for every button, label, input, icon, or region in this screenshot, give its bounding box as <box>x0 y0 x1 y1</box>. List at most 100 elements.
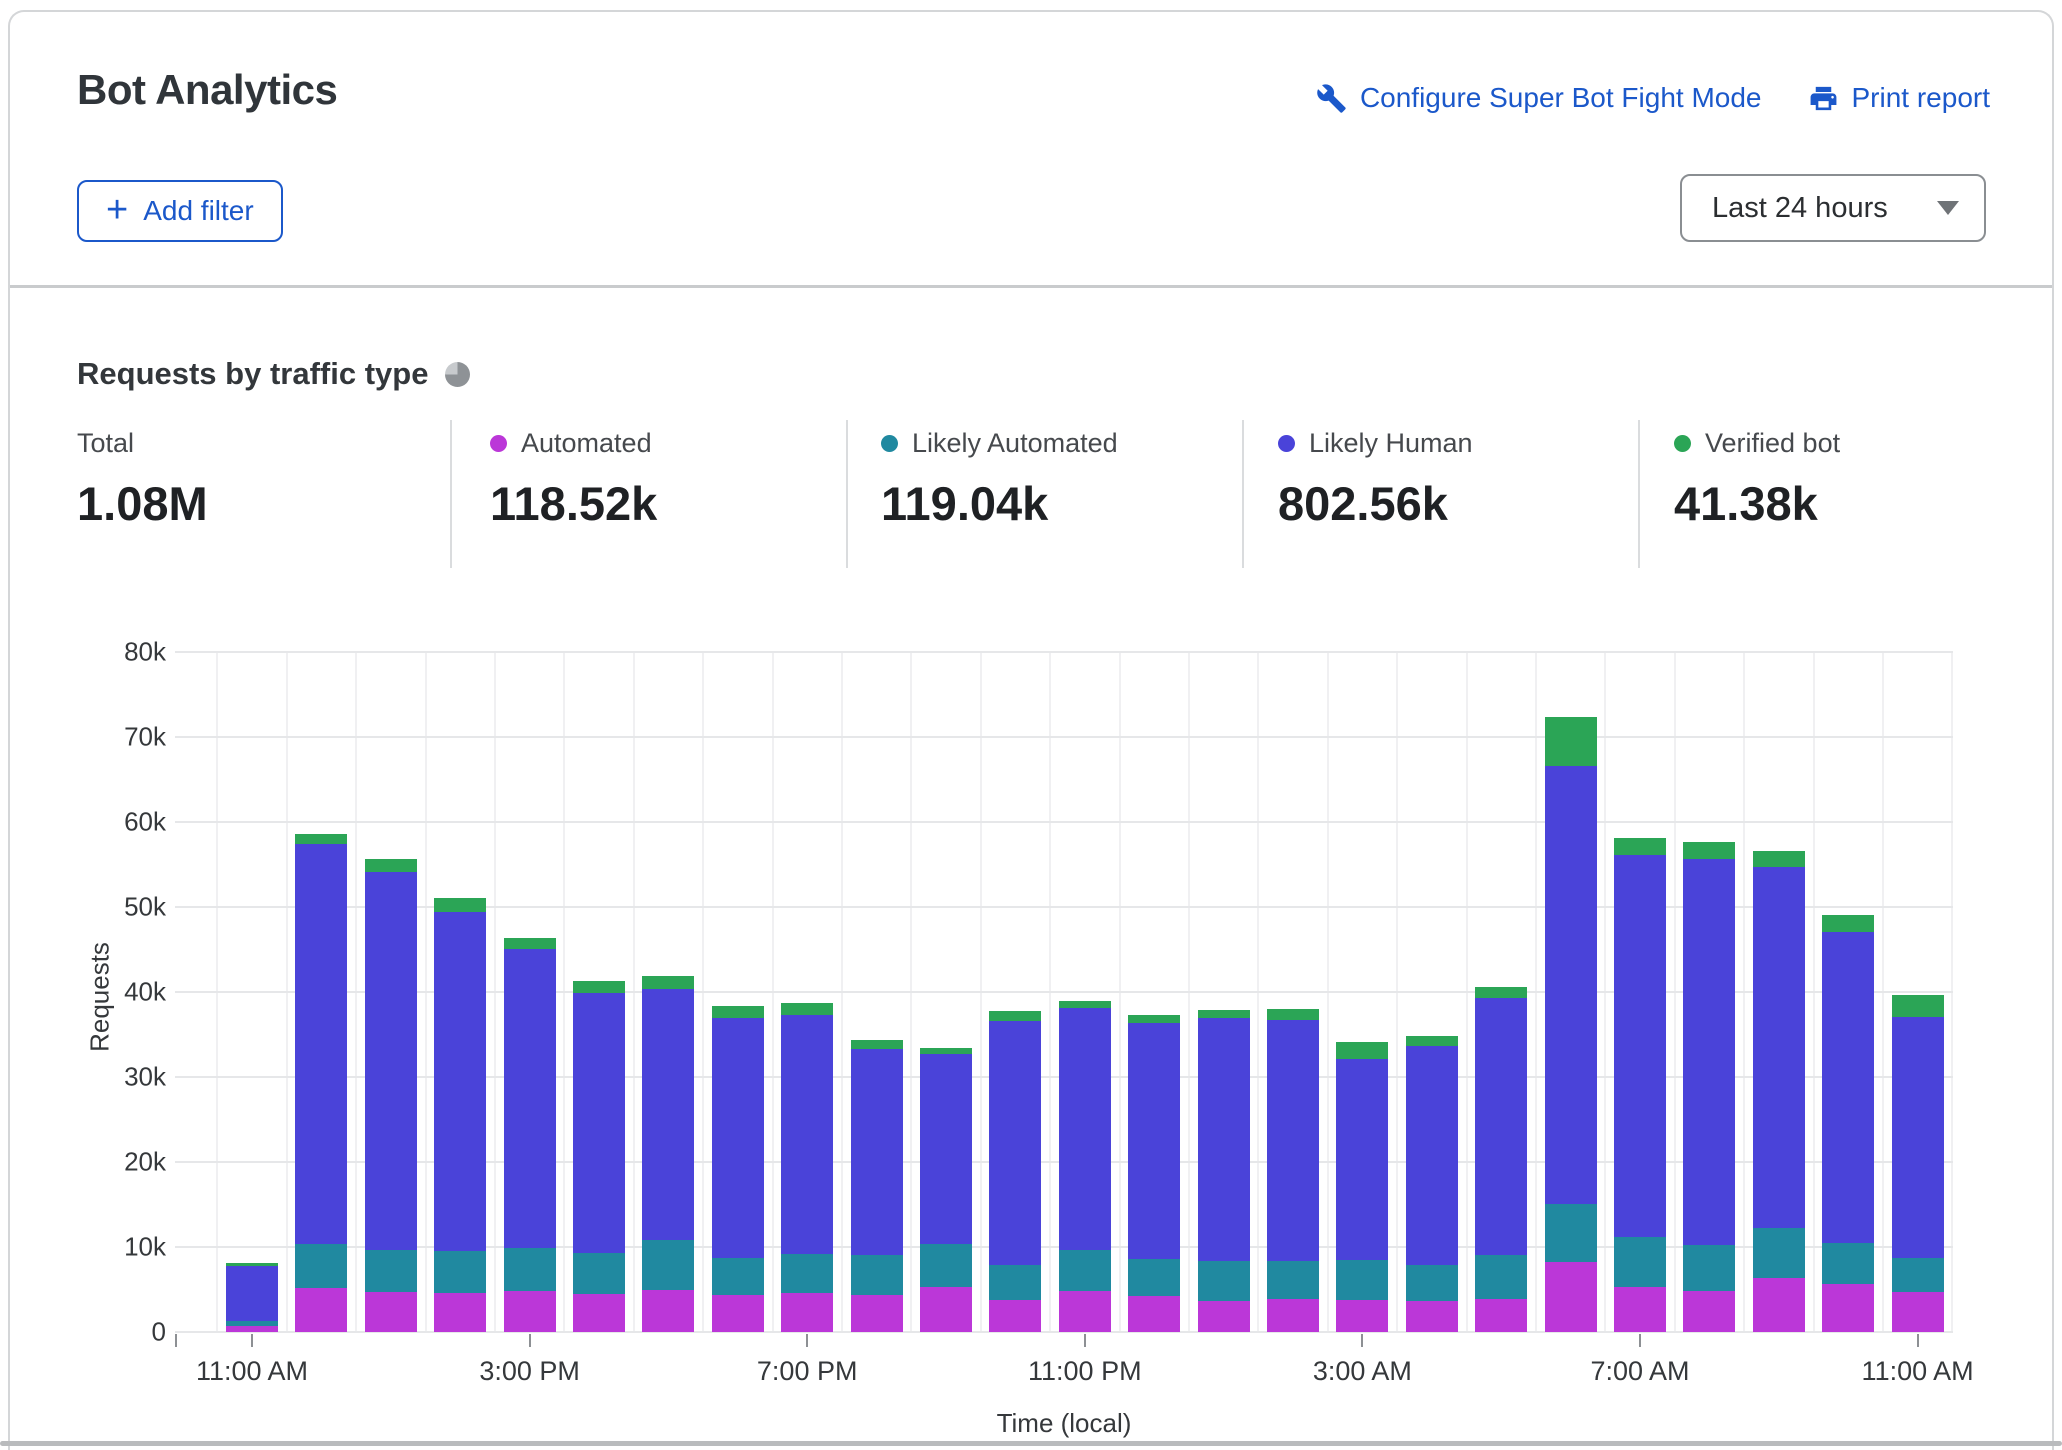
bar-segment-likely-human <box>573 993 625 1253</box>
add-filter-button[interactable]: + Add filter <box>77 180 283 242</box>
bar-segment-verified-bot <box>365 859 417 873</box>
bar-segment-verified-bot <box>295 834 347 844</box>
stat-value: 802.56k <box>1278 476 1473 531</box>
header-actions: Configure Super Bot Fight Mode Print rep… <box>1316 82 1990 114</box>
bar-segment-verified-bot <box>712 1006 764 1019</box>
bar-segment-verified-bot <box>851 1040 903 1049</box>
configure-super-bot-fight-mode-link[interactable]: Configure Super Bot Fight Mode <box>1316 82 1762 114</box>
y-tick-label: 60k <box>60 807 166 838</box>
bar-segment-likely-automated <box>504 1248 556 1291</box>
bar-segment-likely-automated <box>1059 1250 1111 1291</box>
bar-segment-likely-human <box>1198 1018 1250 1260</box>
print-report-link[interactable]: Print report <box>1808 82 1991 114</box>
bar-segment-likely-human <box>1683 859 1735 1245</box>
add-filter-label: Add filter <box>143 195 254 227</box>
bar-segment-verified-bot <box>781 1003 833 1015</box>
stat-value: 1.08M <box>77 476 208 531</box>
page-title: Bot Analytics <box>77 66 337 114</box>
bar-segment-likely-human <box>434 912 486 1251</box>
traffic-type-stats: Total 1.08M Automated 118.52k Likely Aut… <box>10 412 2052 577</box>
bar-segment-likely-automated <box>1545 1204 1597 1263</box>
bar-segment-likely-automated <box>781 1254 833 1293</box>
x-tick <box>1084 1334 1086 1347</box>
bar-segment-verified-bot <box>1475 987 1527 998</box>
bar-segment-automated <box>1198 1301 1250 1332</box>
bar-segment-verified-bot <box>1892 995 1944 1016</box>
stat-value: 41.38k <box>1674 476 1840 531</box>
bar-segment-automated <box>851 1295 903 1332</box>
wrench-icon <box>1316 83 1347 114</box>
time-range-value: Last 24 hours <box>1712 192 1888 225</box>
bar-segment-verified-bot <box>504 938 556 949</box>
print-report-label: Print report <box>1852 82 1991 114</box>
bar-segment-verified-bot <box>1822 915 1874 932</box>
bar-segment-likely-automated <box>989 1265 1041 1300</box>
y-tick-label: 30k <box>60 1062 166 1093</box>
bar-segment-verified-bot <box>434 898 486 912</box>
requests-bar-chart: Requests Time (local) 010k20k30k40k50k60… <box>175 652 1953 1332</box>
stat-likely-automated: Likely Automated 119.04k <box>881 426 1118 531</box>
bar-segment-automated <box>573 1294 625 1332</box>
bar-segment-likely-human <box>712 1018 764 1258</box>
y-tick-label: 0 <box>60 1317 166 1348</box>
bar-segment-likely-automated <box>1406 1265 1458 1301</box>
bar-segment-verified-bot <box>1683 842 1735 859</box>
bar-segment-automated <box>504 1291 556 1332</box>
bar-segment-automated <box>1475 1299 1527 1332</box>
x-tick <box>1917 1334 1919 1347</box>
stat-likely-human: Likely Human 802.56k <box>1278 426 1473 531</box>
bar-segment-likely-human <box>1336 1059 1388 1260</box>
bar-segment-likely-automated <box>1475 1255 1527 1299</box>
bar-segment-verified-bot <box>573 981 625 993</box>
bar-segment-likely-automated <box>573 1253 625 1294</box>
bar-segment-likely-automated <box>434 1251 486 1293</box>
bar-segment-likely-automated <box>1267 1261 1319 1299</box>
bar-segment-automated <box>920 1287 972 1332</box>
bar-segment-automated <box>434 1293 486 1332</box>
bar-segment-automated <box>712 1295 764 1332</box>
bar-segment-automated <box>1128 1296 1180 1332</box>
bar-segment-likely-human <box>365 872 417 1249</box>
time-range-select[interactable]: Last 24 hours <box>1680 174 1986 242</box>
bar-segment-automated <box>1683 1291 1735 1332</box>
bar-segment-likely-automated <box>365 1250 417 1293</box>
bar-segment-verified-bot <box>226 1263 278 1266</box>
bar-segment-likely-human <box>1753 867 1805 1228</box>
bar-segment-likely-human <box>1545 766 1597 1204</box>
bar-segment-automated <box>295 1288 347 1332</box>
bar-segment-likely-automated <box>1336 1260 1388 1300</box>
bar-segment-automated <box>781 1293 833 1332</box>
stat-value: 119.04k <box>881 476 1118 531</box>
configure-link-label: Configure Super Bot Fight Mode <box>1360 82 1762 114</box>
bar-segment-likely-human <box>295 844 347 1244</box>
bar-segment-verified-bot <box>642 976 694 990</box>
bar-segment-verified-bot <box>989 1011 1041 1021</box>
x-axis-title: Time (local) <box>997 1408 1132 1439</box>
bar-segment-likely-automated <box>226 1321 278 1326</box>
likely-human-dot <box>1278 435 1295 452</box>
stat-label: Total <box>77 428 134 459</box>
x-tick-label: 3:00 AM <box>1313 1356 1412 1387</box>
section-title-row: Requests by traffic type <box>77 356 470 392</box>
bot-analytics-page: { "header": { "title": "Bot Analytics", … <box>0 0 2062 1450</box>
x-tick-label: 3:00 PM <box>479 1356 580 1387</box>
stat-divider <box>846 420 848 568</box>
stat-automated: Automated 118.52k <box>490 426 657 531</box>
bar-segment-likely-human <box>1475 998 1527 1255</box>
bar-segment-automated <box>1614 1287 1666 1332</box>
stat-divider <box>1638 420 1640 568</box>
bar-segment-likely-human <box>1059 1008 1111 1250</box>
x-tick-label: 7:00 PM <box>757 1356 858 1387</box>
bar-segment-likely-automated <box>851 1255 903 1295</box>
bar-segment-likely-human <box>1892 1017 1944 1258</box>
bar-segment-automated <box>1406 1301 1458 1332</box>
bar-segment-likely-human <box>1128 1023 1180 1258</box>
grid-line-horizontal <box>175 651 1953 653</box>
bar-segment-automated <box>989 1300 1041 1332</box>
stat-total: Total 1.08M <box>77 426 208 531</box>
bar-segment-likely-automated <box>1614 1237 1666 1287</box>
bar-segment-verified-bot <box>1545 717 1597 766</box>
bar-segment-verified-bot <box>1267 1009 1319 1020</box>
stat-label: Automated <box>521 428 652 459</box>
x-tick <box>1361 1334 1363 1347</box>
